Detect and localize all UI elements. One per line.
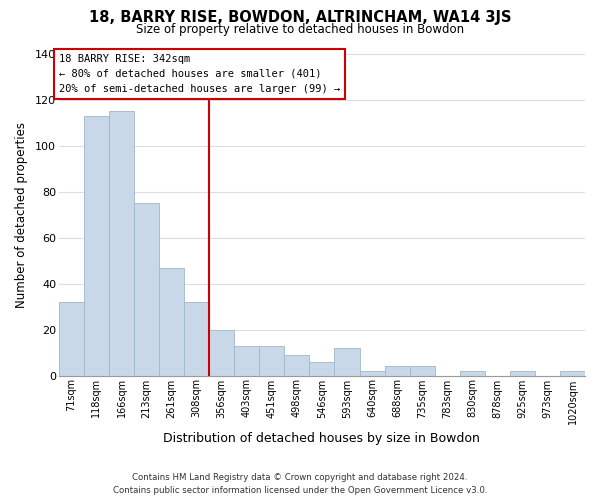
Bar [84,116,109,376]
Text: Size of property relative to detached houses in Bowdon: Size of property relative to detached ho… [136,22,464,36]
Bar [510,371,535,376]
Bar [460,371,485,376]
Bar [209,330,234,376]
Text: 18, BARRY RISE, BOWDON, ALTRINCHAM, WA14 3JS: 18, BARRY RISE, BOWDON, ALTRINCHAM, WA14… [89,10,511,25]
Bar [234,346,259,376]
Bar [109,112,134,376]
Bar [184,302,209,376]
Bar [410,366,434,376]
Bar [334,348,359,376]
Bar [159,268,184,376]
Y-axis label: Number of detached properties: Number of detached properties [15,122,28,308]
Text: 18 BARRY RISE: 342sqm
← 80% of detached houses are smaller (401)
20% of semi-det: 18 BARRY RISE: 342sqm ← 80% of detached … [59,54,340,94]
Bar [385,366,410,376]
Bar [59,302,84,376]
Bar [359,371,385,376]
Bar [134,204,159,376]
Bar [259,346,284,376]
Bar [310,362,334,376]
Bar [284,355,310,376]
Text: Contains HM Land Registry data © Crown copyright and database right 2024.
Contai: Contains HM Land Registry data © Crown c… [113,473,487,495]
Bar [560,371,585,376]
X-axis label: Distribution of detached houses by size in Bowdon: Distribution of detached houses by size … [163,432,481,445]
